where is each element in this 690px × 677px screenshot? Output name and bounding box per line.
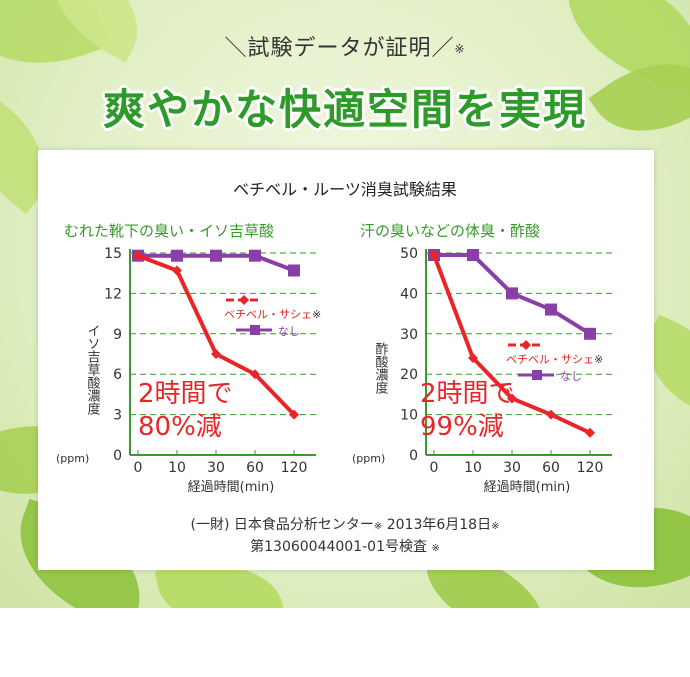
results-panel [38,150,654,570]
data-point-none [506,287,518,300]
y-tick-label: 10 [400,408,418,424]
data-point-sachet [133,250,143,261]
x-tick-label: 10 [168,460,186,476]
panel-title: ベチベル・ルーツ消臭試験結果 [233,180,457,199]
footer-date: 2013年6月18日 [386,517,492,533]
legend-marker-square [250,325,260,335]
legend-label-none: なし [560,370,582,383]
legend-label-none: なし [278,325,300,338]
data-point-sachet [429,250,439,261]
y-tick-label: 3 [113,408,122,424]
y-tick-label: 20 [400,367,418,383]
chart-title: 汗の臭いなどの体臭・酢酸 [360,222,540,240]
data-point-sachet [211,349,221,359]
data-point-sachet [172,265,182,276]
data-point-none [584,327,596,340]
y-tick-label: 6 [113,367,122,383]
y-axis-label: 酢酸濃度 [373,342,389,394]
reduction-annotation-line: 2時間で [420,379,515,409]
y-axis-label: イソ吉草酸濃度 [85,324,101,415]
chart-title: むれた靴下の臭い・イソ吉草酸 [64,222,274,240]
data-point-sachet [507,393,517,404]
legend-marker-square [532,370,542,380]
x-axis-label: 経過時間(min) [188,480,275,495]
x-tick-label: 30 [503,460,521,476]
kicker-label: ＼試験データが証明／ [224,36,455,61]
legend-note-mark: ※ [312,308,321,321]
data-point-none [249,249,261,262]
legend-note-mark: ※ [594,353,603,366]
chart-isovaleric-acid: むれた靴下の臭い・イソ吉草酸 0 3 6 9 12 15 0 10 30 60 120 経過時間(min… [56,222,321,495]
kicker-note-mark: ※ [454,42,466,56]
chart-acetic-acid: 汗の臭いなどの体臭・酢酸 0 10 20 30 40 50 0 10 30 60 120 経過時間(mi… [352,222,612,495]
data-point-none [171,249,183,262]
footer-test-mark: ※ [431,543,440,554]
y-unit-label: (ppm) [352,452,385,465]
kicker-text: ＼試験データが証明／※ [0,30,690,62]
data-point-sachet [289,409,299,420]
footer-line-2: 第13060044001-01号検査 ※ [0,536,690,556]
x-tick-label: 0 [430,460,439,476]
data-point-sachet [468,353,478,364]
y-tick-label: 9 [113,327,122,343]
footer-line-1: (一財) 日本食品分析センター※ 2013年6月18日※ [0,514,690,534]
data-point-sachet [546,409,556,420]
x-tick-label: 0 [134,460,143,476]
x-tick-label: 60 [246,460,264,476]
y-tick-label: 0 [409,448,418,464]
y-tick-label: 12 [104,286,122,302]
footer-lab: (一財) 日本食品分析センター [190,517,374,533]
y-tick-label: 15 [104,246,122,262]
reduction-annotation-line: 2時間で [138,379,233,409]
y-tick-label: 30 [400,327,418,343]
x-tick-label: 30 [207,460,225,476]
legend-marker-diamond [239,295,249,305]
x-tick-label: 120 [577,460,604,476]
x-tick-label: 10 [464,460,482,476]
x-axis-label: 経過時間(min) [484,480,571,495]
footer-lab-mark: ※ [373,521,383,532]
y-tick-label: 0 [113,448,122,464]
legend-label-sachet: ベチベル・サシェ [224,308,312,321]
x-tick-label: 120 [281,460,308,476]
headline: 爽やかな快適空間を実現 [102,85,587,134]
data-point-none [210,249,222,262]
y-unit-label: (ppm) [56,452,89,465]
data-point-none [545,303,557,316]
reduction-annotation-line: 99%減 [420,412,504,442]
legend-label-sachet: ベチベル・サシェ [506,353,594,366]
y-tick-label: 40 [400,286,418,302]
data-point-none [288,264,300,277]
legend-marker-diamond [521,340,531,350]
footer-date-mark: ※ [491,521,500,532]
data-point-sachet [585,427,595,438]
data-point-sachet [250,369,260,380]
footer-test-number: 第13060044001-01号検査 [250,539,427,555]
reduction-annotation-line: 80%減 [138,412,222,442]
data-point-none [467,249,479,262]
x-tick-label: 60 [542,460,560,476]
y-tick-label: 50 [400,246,418,262]
